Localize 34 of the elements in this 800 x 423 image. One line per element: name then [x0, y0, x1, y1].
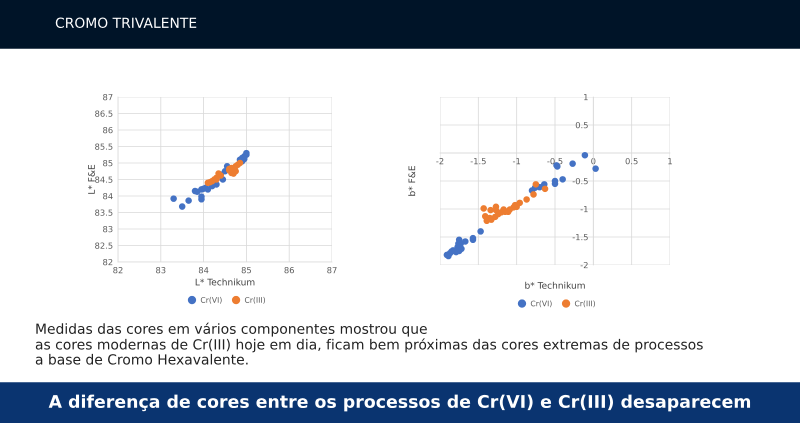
y-axis-title: b* F&E	[408, 166, 416, 196]
x-tick-label: 82	[113, 267, 122, 274]
x-tick-label: 84	[198, 267, 208, 274]
y-tick-label: -1.5	[572, 234, 588, 240]
x-tick-label: 87	[327, 267, 337, 274]
y-tick-label: 83	[103, 226, 112, 232]
x-tick-label: 83	[156, 267, 166, 274]
y-tick-label: 87	[103, 94, 112, 100]
y-tick-label: 85.5	[95, 143, 112, 150]
x-tick-label: -1.5	[470, 158, 486, 164]
x-tick-label: -1	[512, 158, 520, 164]
y-tick-label: -2	[580, 262, 588, 268]
y-tick-label: 82	[103, 258, 112, 266]
x-tick-label: 85	[242, 267, 251, 274]
y-tick-label: -1	[580, 206, 588, 212]
y-tick-label: 83.5	[95, 209, 112, 216]
y-tick-label: 84.5	[95, 176, 112, 183]
y-tick-label: -0.5	[572, 178, 588, 184]
x-axis-title: L* Technikum	[196, 278, 254, 286]
y-axis-title: L* F&E	[88, 164, 95, 194]
text: A diferença de cores entre os processos de Cr(VI) e Cr(III) desaparecem	[48, 394, 750, 412]
x-tick-label: -2	[436, 158, 444, 164]
y-tick-label: 82.5	[95, 242, 112, 249]
y-tick-label: 86.5	[95, 110, 112, 117]
x-tick-label: 86	[284, 267, 294, 274]
x-tick-label: 1	[668, 158, 672, 164]
y-tick-label: 84	[103, 192, 113, 200]
y-tick-label: 1	[584, 94, 588, 100]
text: Medidas das cores em vários componentes mostrou que as cores modernas de Cr(III) hoje em dia, ficam bem próximas das cores extremas de processos a base de Cromo Hexavalente.	[36, 322, 703, 365]
y-tick-label: 86	[103, 126, 113, 134]
y-tick-label: 0.5	[576, 122, 588, 128]
x-axis-title: b* Technikum	[525, 282, 585, 289]
x-tick-label: 0.5	[626, 158, 638, 164]
chart-title: CROMO TRIVALENTE	[56, 18, 196, 28]
